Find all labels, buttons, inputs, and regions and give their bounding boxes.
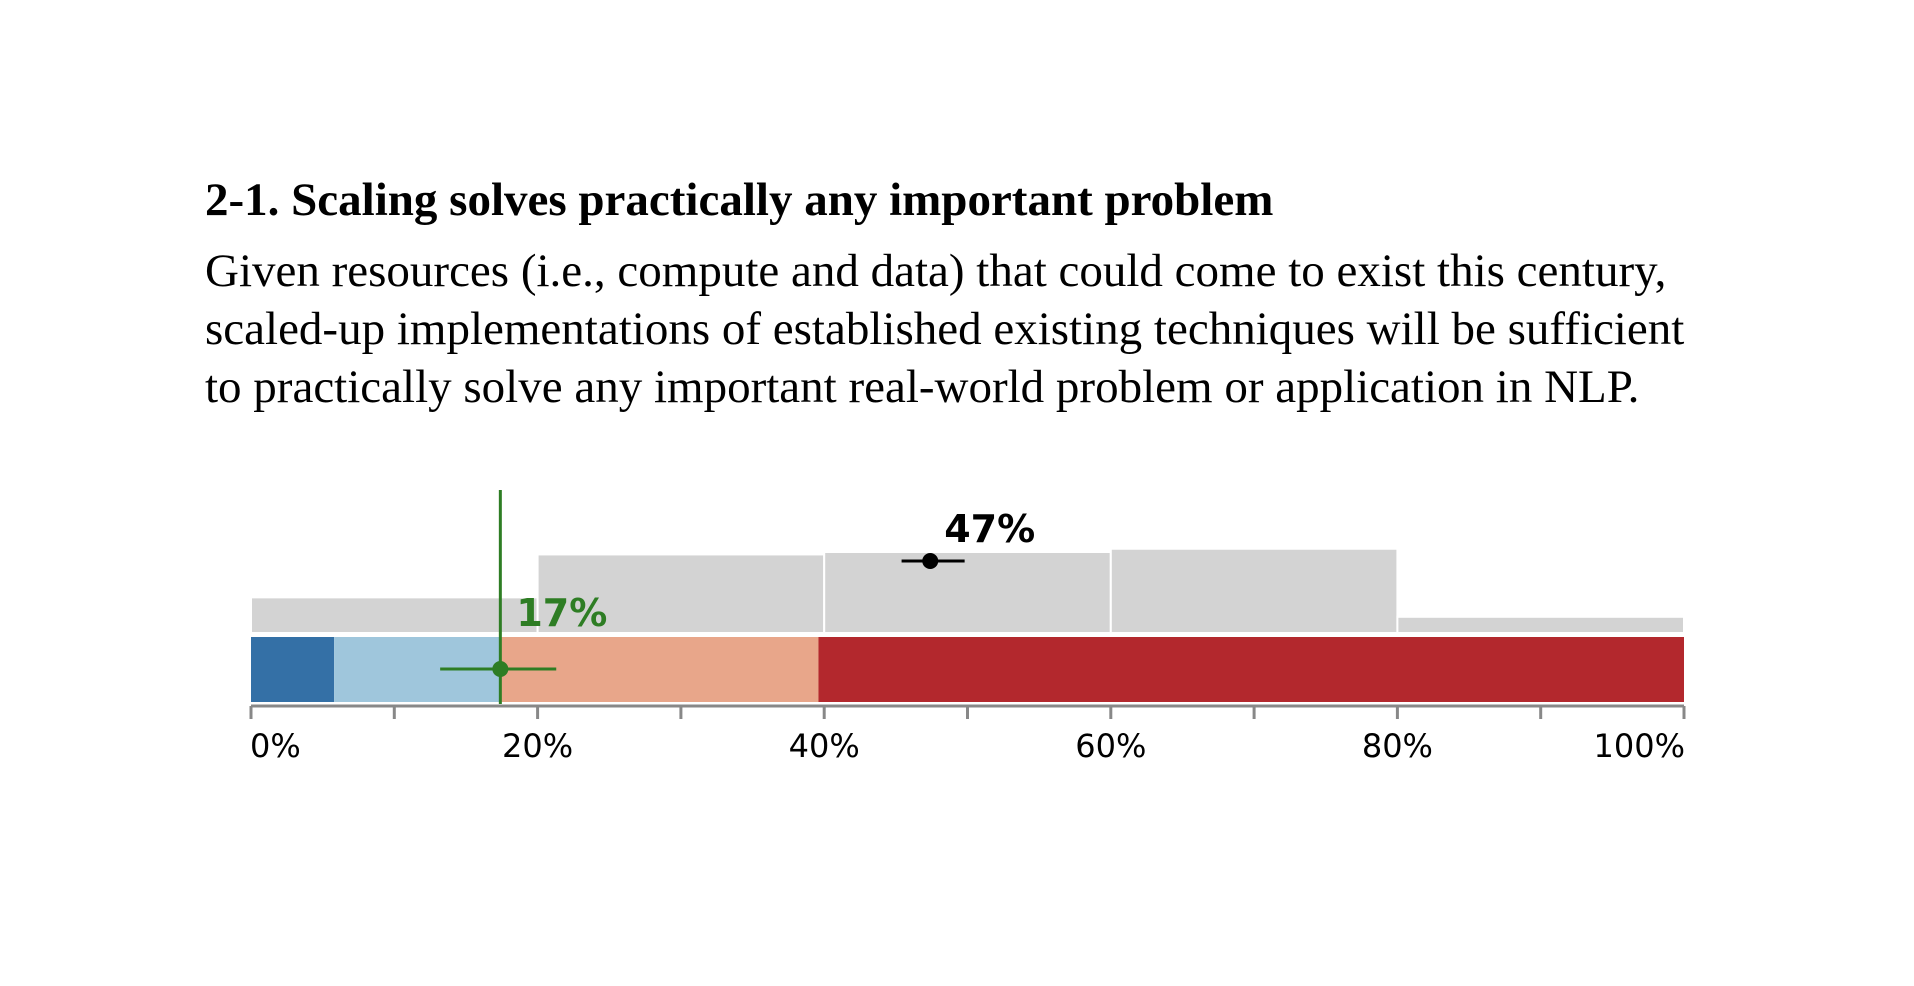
histogram-layer bbox=[250, 547, 1686, 635]
black-value-label: 47% bbox=[944, 507, 1035, 551]
x-tick-label: 0% bbox=[250, 727, 301, 765]
histogram-bin bbox=[536, 553, 826, 634]
question-statement: Given resources (i.e., compute and data)… bbox=[205, 242, 1825, 416]
x-tick-label: 80% bbox=[1362, 727, 1433, 765]
green-value-label: 17% bbox=[516, 591, 607, 635]
question-title: 2-1. Scaling solves practically any impo… bbox=[205, 174, 1274, 226]
statement-line: scaled-up implementations of established… bbox=[205, 303, 1685, 355]
x-tick-label: 60% bbox=[1075, 727, 1146, 765]
histogram-bin bbox=[250, 596, 539, 634]
x-tick-label: 100% bbox=[1594, 727, 1685, 765]
green-marker-point bbox=[492, 661, 509, 677]
stacked-bar-segment bbox=[818, 637, 1684, 702]
statement-line: to practically solve any important real-… bbox=[205, 361, 1640, 413]
histogram-bin bbox=[823, 551, 1112, 634]
x-tick-label: 20% bbox=[502, 727, 573, 765]
stacked-bar-segment bbox=[251, 637, 335, 702]
statement-line: Given resources (i.e., compute and data)… bbox=[205, 245, 1667, 297]
histogram-bin bbox=[1396, 615, 1686, 634]
x-tick-label: 40% bbox=[789, 727, 860, 765]
marker-layer: 17% 47% bbox=[440, 490, 1035, 704]
black-marker-point bbox=[922, 553, 939, 569]
histogram-bin bbox=[1109, 547, 1399, 635]
x-axis: 0% 20% 40% 60% 80% 100% bbox=[249, 704, 1686, 765]
